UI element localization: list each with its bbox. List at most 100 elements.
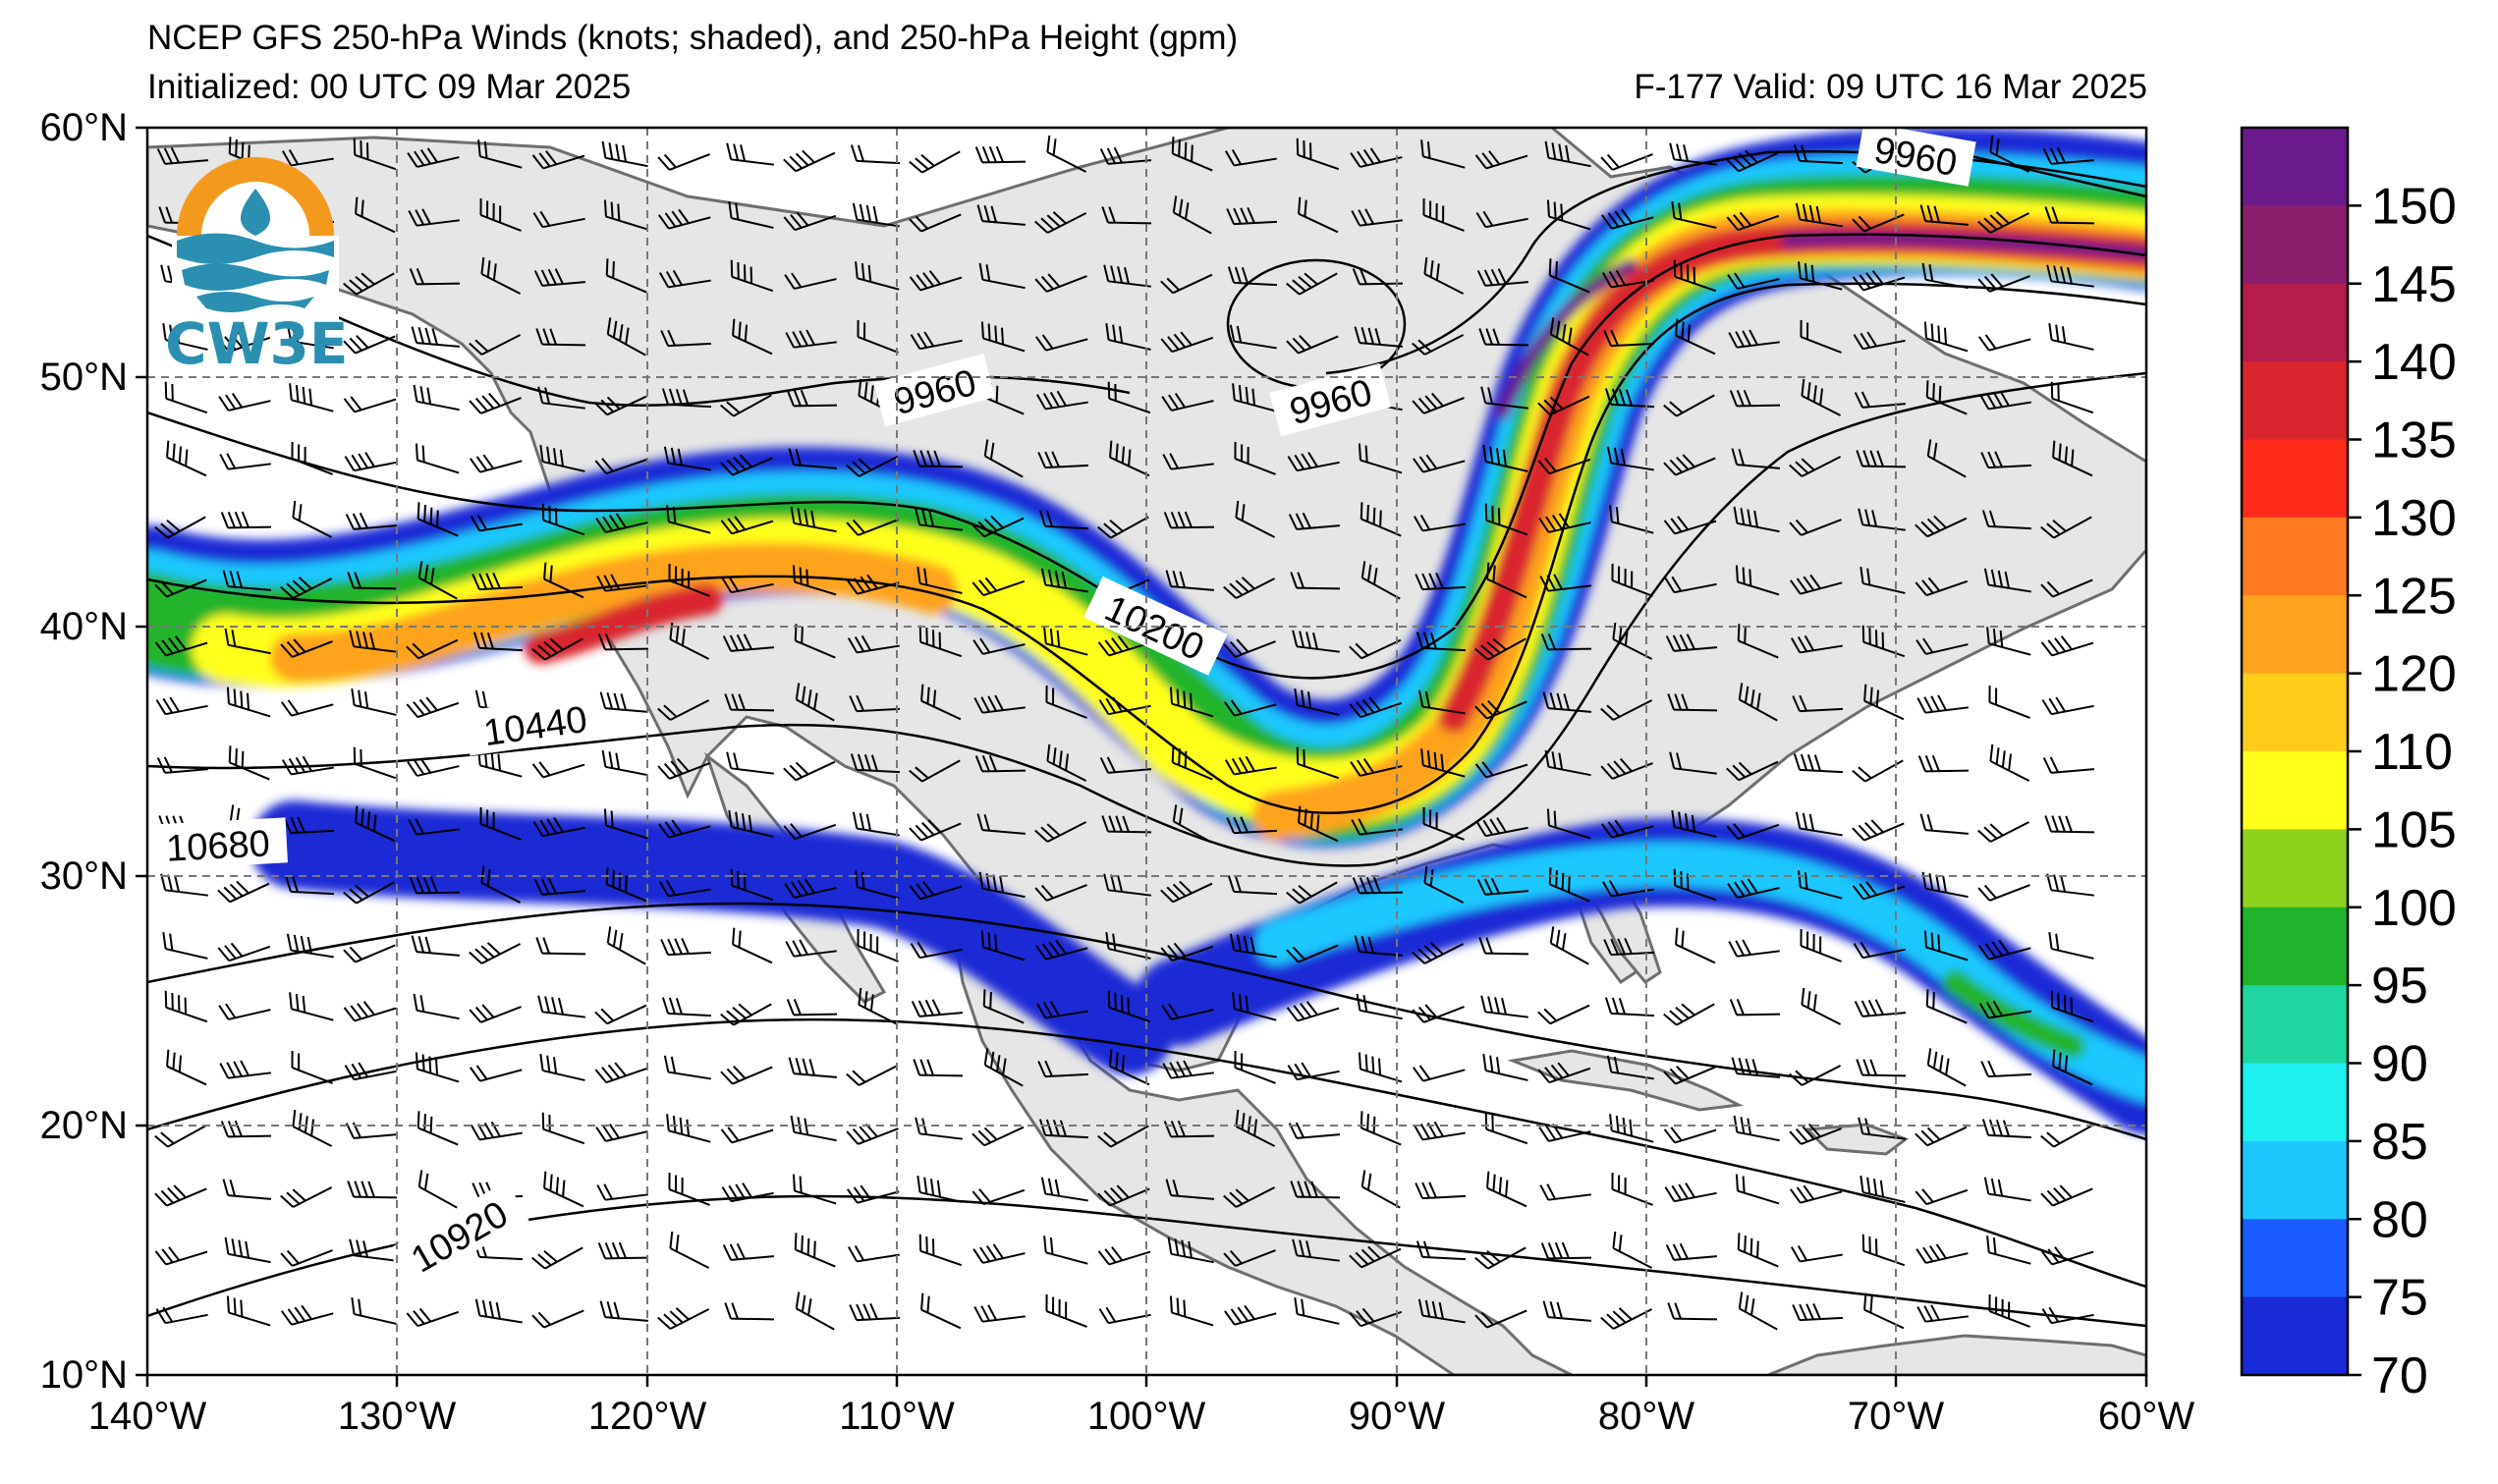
wind-barb xyxy=(1980,1060,2032,1078)
wind-barb xyxy=(1109,440,1150,477)
wind-barb xyxy=(972,1243,1026,1264)
wind-barb xyxy=(599,1300,649,1322)
wind-barb xyxy=(409,876,461,895)
wind-barb xyxy=(1790,1244,1843,1263)
wind-barb xyxy=(1163,1120,1215,1138)
wind-barb xyxy=(918,1234,963,1267)
wind-barb xyxy=(2048,931,2094,960)
wind-barb xyxy=(154,578,207,598)
wind-barb xyxy=(1852,881,1906,901)
wind-barb xyxy=(291,1051,333,1084)
wind-barb xyxy=(846,574,900,595)
wind-barb xyxy=(1548,258,1590,294)
wind-barb xyxy=(224,1237,271,1264)
wind-barb xyxy=(532,210,585,229)
wind-barb xyxy=(406,1307,460,1328)
colorbar-frame xyxy=(2240,126,2350,1377)
wind-barb xyxy=(220,511,272,529)
wind-barb xyxy=(1172,195,1212,235)
wind-barb xyxy=(1474,150,1528,170)
wind-barb xyxy=(972,637,1026,655)
wind-barb xyxy=(417,1170,458,1209)
wind-barb xyxy=(1286,881,1338,905)
wind-barb xyxy=(846,1184,900,1204)
wind-barb xyxy=(1349,1245,1402,1269)
wind-barb xyxy=(913,1059,964,1077)
wind-barb xyxy=(666,1114,711,1143)
wind-barb xyxy=(1915,1188,1969,1206)
wind-barb xyxy=(349,1238,397,1262)
wind-barb xyxy=(1737,624,1779,659)
wind-barb xyxy=(1852,819,1905,842)
wind-barb xyxy=(1360,502,1402,537)
wind-barb xyxy=(537,995,585,1018)
wind-barb xyxy=(2040,516,2092,539)
wind-barb xyxy=(344,1062,397,1081)
wind-barb xyxy=(722,633,775,652)
wind-barb xyxy=(847,634,900,654)
wind-barb xyxy=(1921,871,1969,899)
wind-barb xyxy=(658,269,711,289)
wind-barb xyxy=(721,1182,774,1203)
wind-barb xyxy=(784,272,837,290)
wind-barb xyxy=(850,144,901,165)
mexico-central-america xyxy=(951,881,1573,1375)
wind-barb xyxy=(1977,211,2030,234)
wind-barb xyxy=(601,749,648,777)
wind-barb xyxy=(1546,199,1591,231)
wind-barb xyxy=(1286,272,1338,296)
wind-barb xyxy=(226,1295,271,1327)
wind-barb xyxy=(469,334,522,356)
wind-barb xyxy=(1298,196,1339,234)
wind-barb xyxy=(1793,144,1844,165)
wind-barb xyxy=(1854,999,1907,1017)
wind-barb xyxy=(541,1112,585,1145)
wind-barb xyxy=(1292,1238,1340,1262)
wind-barb xyxy=(1798,870,1843,900)
wind-barb xyxy=(162,322,208,351)
lon-label: 110°W xyxy=(839,1395,955,1438)
wind-barb xyxy=(1669,751,1717,775)
wind-barb xyxy=(1665,633,1718,652)
wind-barb xyxy=(1546,808,1591,840)
wind-barb xyxy=(1733,506,1780,533)
wind-barb xyxy=(1415,1182,1467,1200)
wind-barb xyxy=(1731,1057,1781,1078)
wind-barb xyxy=(783,823,837,841)
wind-barb xyxy=(1351,208,1403,227)
wind-barb xyxy=(1034,273,1087,293)
wind-barb xyxy=(2044,815,2095,834)
wind-barb xyxy=(1663,516,1717,535)
wind-barb xyxy=(1663,1003,1715,1026)
wind-barb xyxy=(2048,322,2094,351)
wind-barb xyxy=(469,1065,523,1082)
wind-barb xyxy=(1416,632,1467,652)
wind-barb xyxy=(289,992,334,1021)
wind-barb xyxy=(1034,334,1088,352)
wind-barb xyxy=(920,684,962,721)
wind-barb xyxy=(1737,1233,1779,1268)
wind-barb xyxy=(409,268,461,286)
lon-label: 120°W xyxy=(588,1395,707,1438)
wind-barb xyxy=(1977,884,2030,902)
wind-barb xyxy=(1671,200,1717,229)
wind-barb xyxy=(1600,819,1654,839)
colorbar-swatch xyxy=(2242,1219,2348,1298)
colorbar-swatch xyxy=(2242,595,2348,675)
wind-barb xyxy=(1671,809,1717,838)
wind-barb xyxy=(1352,268,1404,286)
lon-label: 60°W xyxy=(2098,1395,2194,1438)
wind-barb xyxy=(978,262,1026,290)
colorbar-swatch xyxy=(2242,673,2348,752)
wind-barb xyxy=(543,1171,584,1208)
wind-barb xyxy=(1792,1302,1844,1322)
wind-barb xyxy=(1234,442,1276,475)
wind-barb xyxy=(795,683,835,722)
wind-barb xyxy=(1731,448,1781,469)
wind-barb xyxy=(470,514,523,532)
wind-barb xyxy=(280,1186,333,1208)
wind-barb xyxy=(1161,1003,1214,1020)
wind-barb xyxy=(909,213,962,233)
colorbar-swatch xyxy=(2242,439,2348,519)
wind-barb xyxy=(349,630,397,653)
